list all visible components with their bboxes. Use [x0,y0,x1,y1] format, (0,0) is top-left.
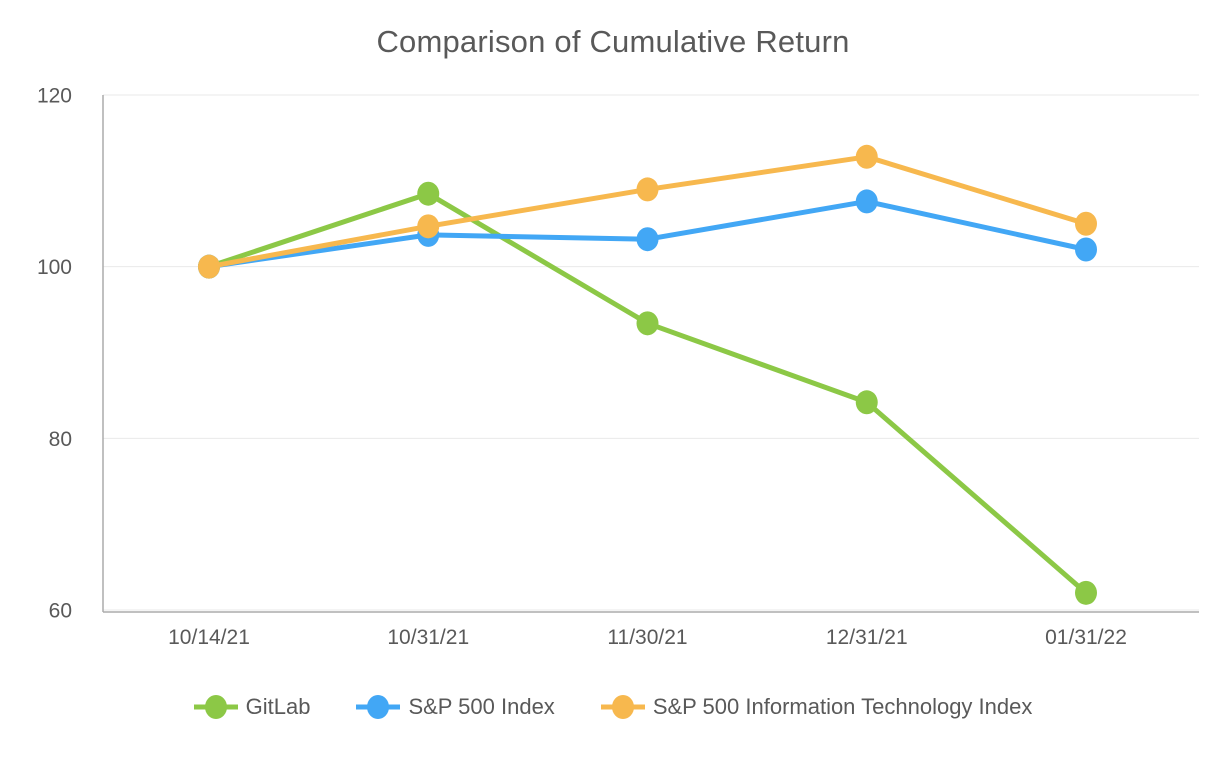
series-line-gitlab [206,191,1089,596]
legend-label-s-p-500-information-technology-index: S&P 500 Information Technology Index [652,694,1033,719]
legend-item-s-p-500-information-technology-index: S&P 500 Information Technology Index [600,693,1033,721]
data-point-s-p-500-information-technology-index-10-14-21 [198,254,220,279]
legend-item-gitlab: GitLab [193,693,311,721]
data-point-gitlab-11-30-21 [636,311,659,336]
data-point-s-p-500-information-technology-index-12-31-21 [855,144,878,169]
axes-layer [102,95,1199,613]
data-point-gitlab-10-31-21 [417,181,440,206]
data-point-s-p-500-index-01-31-22 [1075,237,1097,262]
legend-dot [611,695,634,719]
legend-label-s-p-500-index: S&P 500 Index [408,694,555,719]
tick-labels-layer: 60 80 100 120 10/14/21 10/31/21 11/30/21 12/31/… [37,85,1127,650]
legend-label-gitlab: GitLab [245,694,311,719]
y-tick-label-100: 100 [37,256,72,279]
x-tick-label-10-14-21: 10/14/21 [168,626,250,649]
data-point-s-p-500-information-technology-index-10-31-21 [417,214,440,239]
x-tick-label-11-30-21: 11/30/21 [607,626,687,649]
legend-marker-s-p-500-information-technology-index-icon [600,695,645,719]
data-point-s-p-500-information-technology-index-01-31-22 [1075,211,1097,236]
y-tick-label-60: 60 [49,600,72,623]
data-point-s-p-500-index-12-31-21 [855,189,878,214]
legend-marker-s-p-500-index-icon [356,695,401,719]
x-tick-label-01-31-22: 01/31/22 [1045,626,1127,649]
data-point-gitlab-01-31-22 [1075,580,1097,605]
gridlines-layer [103,94,1199,611]
series-layer [198,144,1097,605]
data-point-s-p-500-index-11-30-21 [636,227,659,252]
legend-item-s-p-500-index: S&P 500 Index [356,693,555,721]
legend-marker-gitlab-icon [193,695,238,719]
x-tick-label-10-31-21: 10/31/21 [387,626,469,649]
legend-dot [204,695,227,719]
y-tick-label-120: 120 [37,85,72,108]
y-tick-label-80: 80 [49,428,72,451]
data-point-s-p-500-information-technology-index-11-30-21 [636,177,659,202]
legend-dot [367,695,390,719]
data-point-gitlab-12-31-21 [855,390,878,415]
x-tick-label-12-31-21: 12/31/21 [826,626,908,649]
chart-legend: GitLab S&P 500 Index S&P 500 Information T… [0,693,1226,721]
chart-title: Comparison of Cumulative Return [376,24,850,59]
